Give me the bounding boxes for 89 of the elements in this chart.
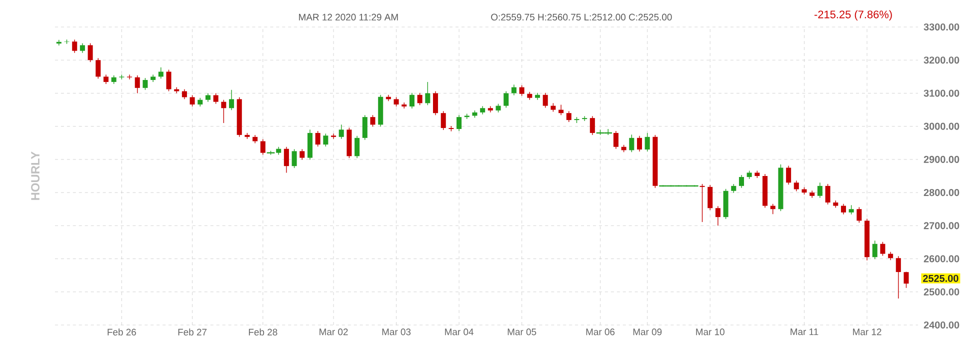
y-tick-label: 3000.00 xyxy=(924,122,960,130)
candlestick xyxy=(103,74,109,84)
candlestick xyxy=(354,136,360,158)
y-axis-title: HOURLY xyxy=(31,151,40,200)
candlestick xyxy=(323,133,328,147)
candlestick xyxy=(629,134,634,153)
y-tick-label: 2700.00 xyxy=(924,222,960,230)
candlestick xyxy=(896,256,901,299)
candlestick xyxy=(134,74,140,94)
candlestick xyxy=(636,136,642,152)
candlestick xyxy=(582,116,588,122)
candlestick xyxy=(166,69,172,92)
candlestick xyxy=(504,90,509,108)
candlestick xyxy=(794,180,799,192)
candlestick xyxy=(715,206,720,226)
text: 2525.00 xyxy=(923,274,958,282)
candlestick xyxy=(221,99,226,124)
x-tick-label: Mar 09 xyxy=(633,328,662,336)
candlestick xyxy=(417,92,422,106)
x-tick-label: Mar 10 xyxy=(696,328,724,336)
candlestick xyxy=(72,39,78,54)
candlestick xyxy=(331,133,336,140)
y-tick-label: 2400.00 xyxy=(924,321,960,329)
x-tick-label: Feb 26 xyxy=(108,328,136,336)
text: -215.25 (7.86%) xyxy=(814,10,892,20)
candlestick xyxy=(738,174,744,188)
candlestick xyxy=(190,94,195,107)
candlestick xyxy=(519,84,524,96)
candlestick xyxy=(817,182,822,198)
candlestick xyxy=(362,114,368,140)
x-tick-label: Mar 11 xyxy=(790,328,818,336)
candlestick xyxy=(315,130,320,147)
candlestick xyxy=(394,96,399,107)
candlestick xyxy=(284,146,289,174)
candlestick xyxy=(590,116,595,136)
candlestick xyxy=(80,42,85,54)
candlestick xyxy=(158,67,164,79)
x-tick-label: Feb 28 xyxy=(248,328,278,336)
x-tick-label: Mar 12 xyxy=(853,328,882,336)
candlestick xyxy=(213,92,218,104)
candlestick xyxy=(872,240,878,260)
candlestick xyxy=(409,92,414,109)
candlestick xyxy=(786,165,792,185)
text: O:2559.75 H:2560.75 L:2512.00 C:2525.00 xyxy=(491,14,672,20)
candlestick xyxy=(127,74,132,80)
candlestick xyxy=(644,132,650,152)
candlestick xyxy=(260,138,266,156)
candlestick xyxy=(456,114,462,132)
x-tick-label: Mar 02 xyxy=(320,328,348,336)
candlestick xyxy=(182,88,187,100)
candlestick xyxy=(96,58,101,79)
y-tick-label: 3100.00 xyxy=(924,90,960,97)
y-tick-label: 2600.00 xyxy=(924,255,960,262)
y-tick-label: 2800.00 xyxy=(924,189,960,196)
candlestick xyxy=(856,206,862,224)
text: MAR 12 2020 11:29 AM xyxy=(299,14,398,20)
candlestick xyxy=(370,114,376,128)
candlestick xyxy=(904,271,909,288)
y-tick-label: 3300.00 xyxy=(924,23,960,31)
candlestick xyxy=(825,184,830,205)
x-tick-label: Mar 04 xyxy=(445,328,474,336)
candlestick xyxy=(558,104,564,116)
candlestick xyxy=(708,184,713,210)
candlestick xyxy=(511,84,516,96)
candlestick xyxy=(229,90,234,110)
y-tick-label: 2900.00 xyxy=(924,156,960,163)
y-tick-label: 2500.00 xyxy=(924,288,960,296)
candlestick xyxy=(566,110,572,122)
candlestick xyxy=(300,148,305,160)
candlestick xyxy=(292,148,297,168)
candlestick xyxy=(56,40,62,46)
x-tick-label: Mar 05 xyxy=(508,328,536,336)
candlestick xyxy=(425,82,430,106)
candlestick xyxy=(440,110,446,130)
x-tick-label: Mar 03 xyxy=(382,328,411,336)
candlestick xyxy=(142,78,148,90)
candlestick xyxy=(613,130,618,150)
candlestick xyxy=(840,203,846,215)
candlestick xyxy=(770,203,776,214)
candlestick xyxy=(542,92,548,108)
x-tick-label: Feb 27 xyxy=(178,328,207,336)
candlestick xyxy=(433,90,438,116)
candlestick xyxy=(700,184,705,222)
candlestick xyxy=(848,204,854,215)
candlestick xyxy=(338,124,344,140)
candlestick xyxy=(880,242,886,256)
y-tick-label: 3200.00 xyxy=(924,56,960,64)
x-tick-label: Mar 06 xyxy=(586,328,615,336)
candlestick xyxy=(88,42,93,62)
